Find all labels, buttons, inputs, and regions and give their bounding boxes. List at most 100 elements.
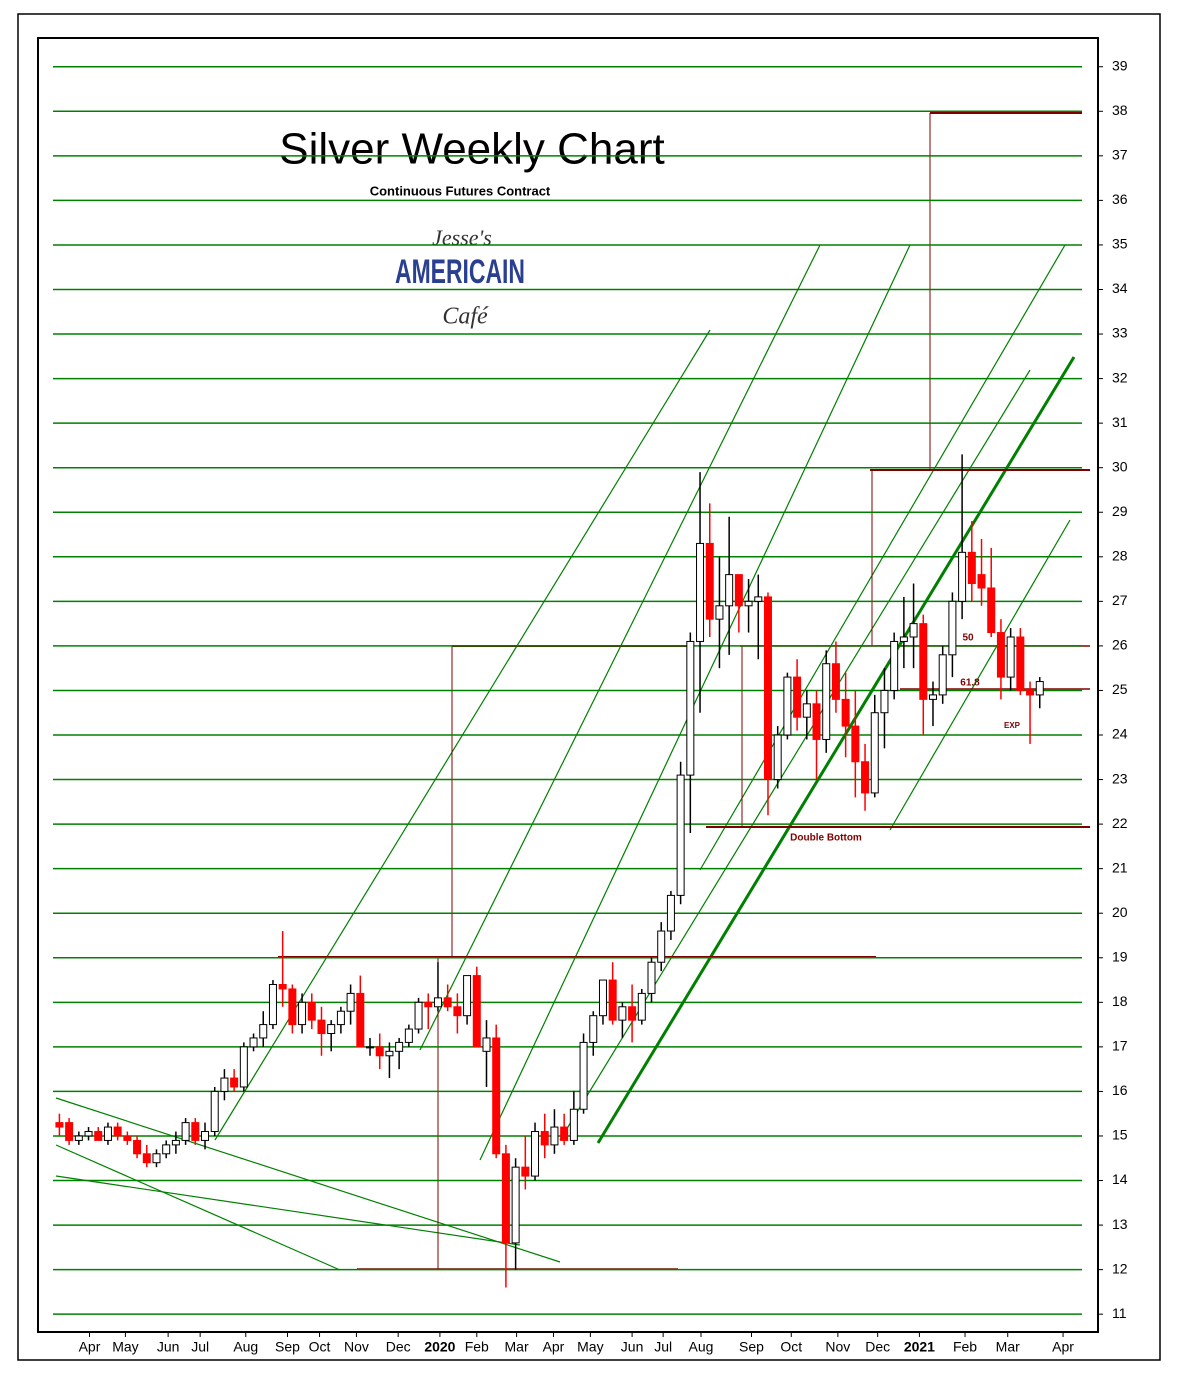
x-tick-label: Jul	[191, 1339, 209, 1355]
x-tick-label: Feb	[953, 1339, 977, 1355]
candle-body	[967, 551, 976, 585]
candle-body	[919, 623, 928, 700]
candle-body	[191, 1122, 200, 1141]
candle-body	[657, 930, 666, 963]
y-tick-label: 11	[1112, 1305, 1127, 1321]
candle-body	[317, 1019, 326, 1035]
plot-frame	[37, 37, 1099, 1333]
candle-body	[890, 640, 899, 691]
candle-body	[424, 1001, 433, 1008]
candle-body	[598, 979, 607, 1017]
x-tick-label: Oct	[309, 1339, 331, 1355]
x-tick-label: Sep	[739, 1339, 764, 1355]
y-tick-label: 29	[1112, 503, 1128, 519]
candle-body	[870, 712, 879, 794]
candle-body	[589, 1015, 598, 1043]
candle-body	[725, 574, 734, 607]
candle-body	[958, 551, 967, 602]
y-tick-label: 23	[1112, 770, 1128, 786]
candle-body	[298, 1001, 307, 1026]
annotation: 50	[962, 633, 974, 644]
candle-body	[569, 1108, 578, 1141]
y-tick-label: 37	[1112, 147, 1128, 163]
y-tick-label: 14	[1112, 1171, 1128, 1187]
candle-body	[307, 1001, 316, 1021]
candle-body	[1016, 636, 1025, 691]
x-tick-label: Mar	[505, 1339, 529, 1355]
candle-body	[346, 992, 355, 1012]
candle-body	[744, 600, 753, 607]
candle-body	[540, 1131, 549, 1146]
candle-body	[666, 894, 675, 932]
candle-body	[705, 542, 714, 620]
x-tick-label: Jun	[157, 1339, 180, 1355]
y-tick-label: 20	[1112, 904, 1128, 920]
candle-body	[366, 1046, 375, 1049]
candle-body	[686, 640, 695, 776]
y-tick-label: 31	[1112, 414, 1128, 430]
candle-body	[861, 761, 870, 794]
y-tick-label: 18	[1112, 993, 1128, 1009]
candle-body	[618, 1006, 627, 1021]
candle-body	[608, 979, 617, 1021]
chart-title: Silver Weekly Chart	[279, 125, 665, 174]
candle-body	[754, 596, 763, 602]
candle-body	[831, 663, 840, 700]
candle-body	[909, 623, 918, 638]
candle-body	[162, 1144, 171, 1155]
y-tick-label: 17	[1112, 1038, 1128, 1054]
candle-body	[171, 1139, 180, 1146]
candle-body	[822, 663, 831, 740]
candle-body	[676, 774, 685, 896]
x-tick-label: Sep	[275, 1339, 300, 1355]
candle-body	[268, 983, 277, 1026]
y-tick-label: 13	[1112, 1216, 1128, 1232]
y-tick-label: 36	[1112, 191, 1128, 207]
annotation: EXP	[1004, 721, 1021, 730]
candle-body	[278, 983, 287, 990]
candle-body	[579, 1041, 588, 1110]
candle-body	[210, 1090, 219, 1133]
x-tick-label: Apr	[79, 1339, 101, 1355]
candle-body	[501, 1153, 510, 1244]
candle-body	[521, 1166, 530, 1177]
candle-body	[987, 587, 996, 634]
y-tick-label: 22	[1112, 815, 1128, 831]
x-tick-label: May	[577, 1339, 603, 1355]
y-tick-label: 39	[1112, 57, 1128, 73]
logo-text: Café	[442, 304, 489, 330]
candle-body	[812, 703, 821, 740]
chart-subtitle: Continuous Futures Contract	[370, 183, 551, 198]
candle-body	[472, 975, 481, 1048]
candle-body	[433, 997, 442, 1008]
candle-body	[531, 1131, 540, 1177]
candle-body	[841, 698, 850, 727]
candle-body	[327, 1024, 336, 1035]
candle-body	[628, 1006, 637, 1021]
candle-body	[74, 1135, 83, 1141]
x-tick-label: May	[112, 1339, 138, 1355]
candle-body	[928, 694, 937, 700]
candle-body	[977, 574, 986, 589]
candle-body	[482, 1037, 491, 1052]
candle-body	[783, 676, 792, 736]
y-tick-label: 28	[1112, 548, 1128, 564]
candle-body	[414, 1001, 423, 1030]
y-tick-label: 26	[1112, 637, 1128, 653]
x-tick-label: Mar	[996, 1339, 1020, 1355]
x-tick-label: Nov	[825, 1339, 850, 1355]
candle-body	[560, 1126, 569, 1141]
x-tick-label: Jun	[621, 1339, 644, 1355]
candle-body	[793, 676, 802, 718]
x-tick-label: Jul	[654, 1339, 672, 1355]
candle-body	[647, 961, 656, 994]
candle-body	[181, 1122, 190, 1141]
candle-body	[220, 1077, 229, 1092]
y-tick-label: 35	[1112, 236, 1128, 252]
candle-body	[715, 605, 724, 620]
candle-body	[249, 1037, 258, 1048]
candle-body	[696, 542, 705, 642]
candle-body	[511, 1166, 520, 1244]
candle-body	[142, 1153, 151, 1164]
